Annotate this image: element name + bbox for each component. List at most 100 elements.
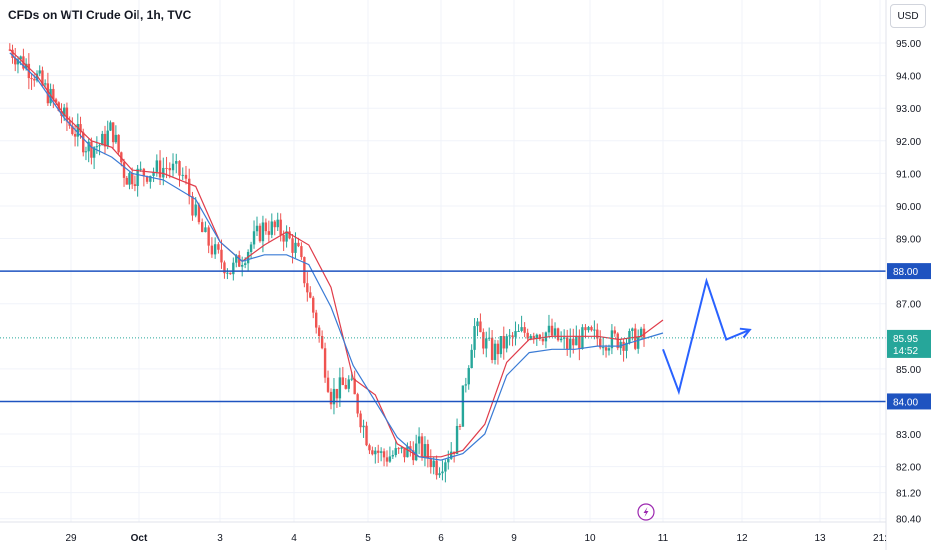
candle-body	[417, 436, 421, 444]
candle-body	[435, 460, 438, 476]
candle-body	[505, 336, 508, 349]
candle-body	[476, 321, 479, 327]
candle-body	[133, 184, 137, 187]
candle-body	[54, 99, 58, 103]
candle-body	[447, 458, 450, 463]
level-price-label: 88.00	[893, 267, 918, 278]
candle-body	[397, 448, 400, 450]
candle-body	[320, 335, 324, 349]
icons[interactable]	[637, 503, 655, 521]
candle-body	[109, 122, 112, 131]
candle-body	[178, 161, 181, 176]
candle-body	[547, 325, 551, 333]
candle-body	[223, 262, 226, 274]
candle-body	[341, 377, 345, 385]
candle-body	[344, 384, 347, 389]
candle-body	[306, 283, 309, 293]
candle-body	[538, 334, 542, 339]
candle-body	[338, 377, 342, 399]
projection[interactable]	[662, 277, 752, 396]
candle-body	[377, 450, 380, 453]
candle-body	[642, 328, 646, 338]
candle-body	[461, 385, 465, 427]
candle-body	[79, 124, 82, 133]
candle-body	[114, 134, 118, 143]
candle-body	[535, 334, 538, 339]
candle-body	[556, 328, 560, 341]
candle-body	[98, 145, 101, 147]
candle-body	[238, 255, 241, 267]
x-tick-label: 11	[658, 533, 669, 544]
candle-body	[403, 447, 406, 458]
candle-body	[71, 125, 74, 135]
candle-body	[350, 378, 353, 380]
moving-averages	[9, 49, 664, 461]
candle-body	[139, 168, 142, 170]
candle-body	[111, 122, 115, 143]
candle-body	[65, 107, 69, 122]
candle-body	[365, 425, 368, 446]
candle-body	[155, 160, 159, 172]
candle-body	[347, 379, 350, 389]
candle-body	[593, 329, 596, 331]
candle-body	[323, 348, 327, 378]
candle-body	[394, 448, 397, 456]
candle-body	[258, 225, 262, 242]
candle-body	[294, 242, 297, 253]
lightning-bolt	[643, 507, 649, 517]
candle-body	[273, 221, 276, 228]
x-tick-label: 6	[438, 533, 444, 544]
candle-body	[631, 328, 634, 332]
y-tick-label: 90.00	[896, 202, 921, 213]
candle-body	[569, 338, 572, 350]
candle-body	[526, 332, 529, 339]
y-tick-label: 94.00	[896, 72, 921, 83]
candle-body	[249, 244, 253, 252]
candle-body	[508, 335, 511, 337]
candle-body	[11, 49, 14, 58]
x-tick-label: 9	[511, 533, 517, 544]
candle-body	[479, 321, 482, 333]
chart-title: CFDs on WTI Crude Oil, 1h, TVC	[8, 8, 192, 22]
candle-body	[276, 219, 279, 228]
candle-body	[288, 231, 291, 239]
candle-body	[391, 455, 395, 457]
candle-body	[559, 338, 563, 341]
candle-body	[628, 331, 631, 343]
candle-body	[264, 222, 268, 232]
candle-body	[291, 238, 294, 253]
candle-body	[41, 70, 44, 85]
candle-body	[587, 327, 590, 331]
y-tick-label: 95.00	[896, 39, 921, 50]
y-tick-label: 81.20	[896, 489, 921, 500]
candle-body	[467, 368, 470, 385]
y-tick-label: 92.00	[896, 137, 921, 148]
candle-body	[550, 325, 554, 336]
candle-body	[578, 336, 581, 350]
projection-path	[662, 277, 751, 396]
currency-button[interactable]: USD	[890, 4, 926, 28]
candle-body	[194, 204, 197, 216]
candle-body	[625, 342, 628, 351]
candle-body	[261, 222, 265, 242]
candle-body	[541, 338, 545, 342]
x-tick-label: 5	[365, 533, 371, 544]
candle-body	[400, 447, 403, 449]
candle-body	[584, 327, 587, 331]
candle-body	[622, 341, 625, 351]
candle-body	[33, 79, 36, 81]
candle-body	[152, 171, 155, 176]
candle-body	[149, 175, 152, 182]
candle-body	[566, 337, 569, 350]
candle-body	[270, 221, 273, 235]
candle-body	[353, 378, 356, 395]
candle-body	[128, 173, 131, 185]
candle-body	[368, 445, 371, 451]
ma-line	[9, 49, 664, 458]
candle-body	[482, 332, 485, 349]
candle-body	[359, 413, 362, 428]
candle-body	[412, 450, 415, 461]
candle-body	[414, 443, 418, 461]
